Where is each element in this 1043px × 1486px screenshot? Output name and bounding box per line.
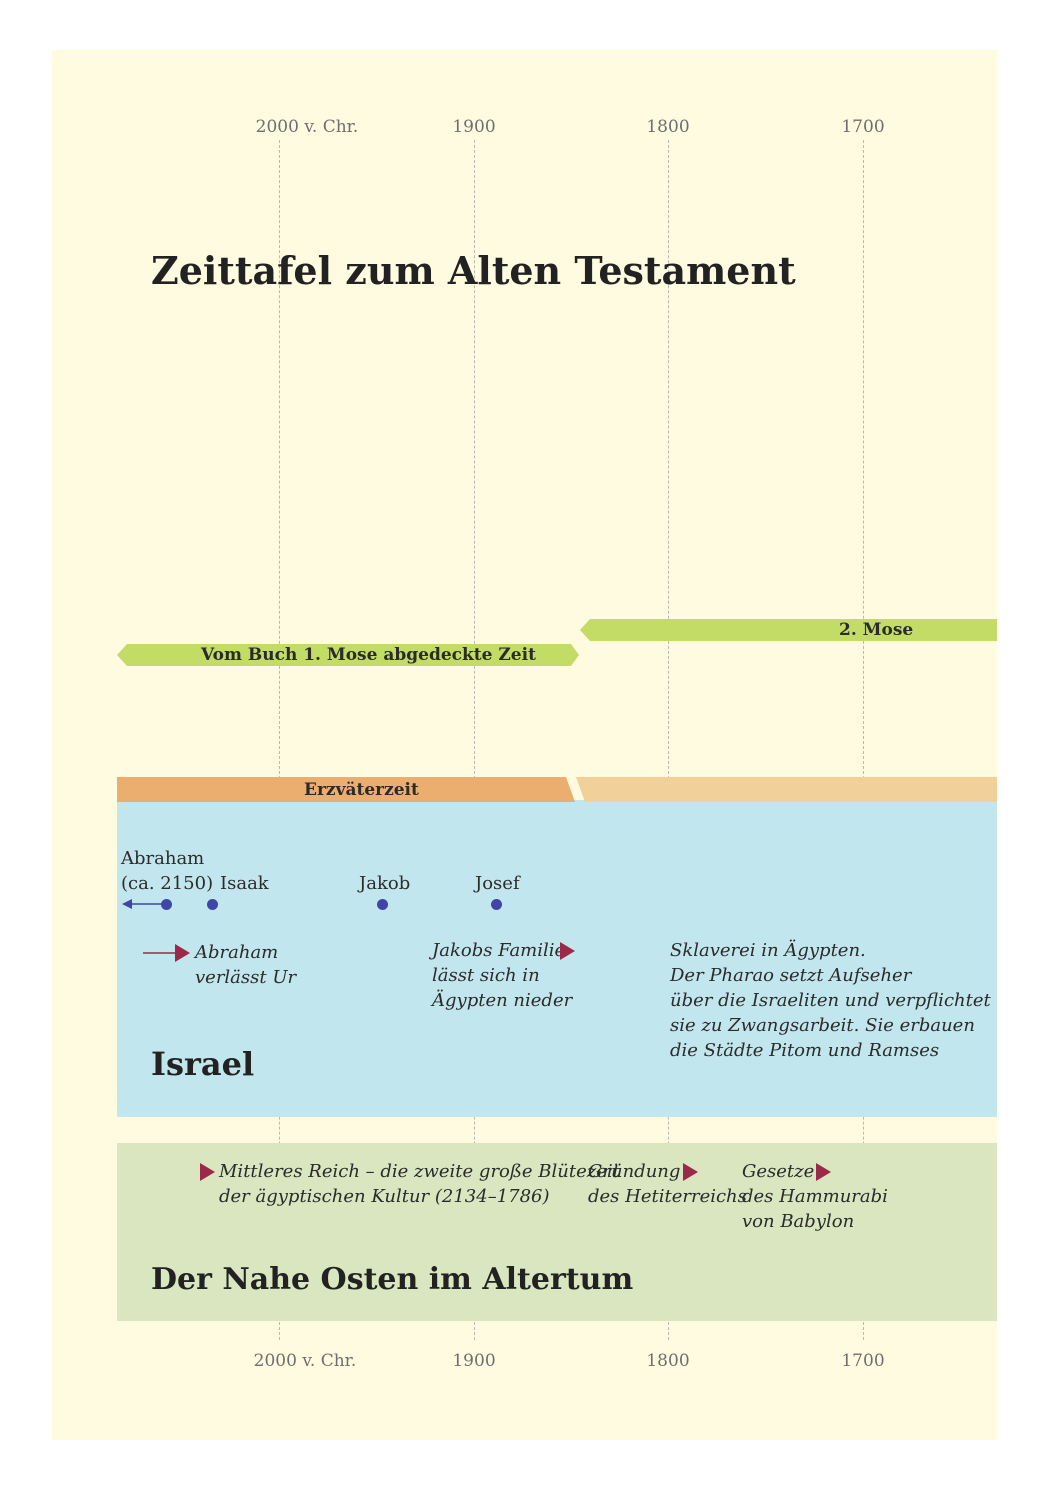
event-line: Abraham [195,942,279,963]
event-jacob-family: Jakobs Familie lässt sich in Ägypten nie… [432,938,572,1013]
genesis-bar [117,644,579,666]
event-middle-kingdom: Mittleres Reich – die zweite große Blüte… [219,1159,620,1209]
event-line: verlässt Ur [195,967,297,988]
patriarchs-bar [117,777,575,802]
page-title: Zeittafel zum Alten Testament [151,248,796,293]
event-line: des Hetiterreichs [588,1186,747,1207]
gridline-1800 [668,140,669,1340]
top-tick-2000: 2000 v. Chr. [255,117,359,137]
abraham-dot [161,899,172,910]
event-abraham-leaves: Abraham verlässt Ur [195,940,296,990]
event-line: über die Israeliten und verpflichtet [670,990,991,1011]
top-tick-1800: 1800 [646,117,690,137]
bottom-tick-2000: 2000 v. Chr. [253,1351,357,1371]
patriarchs-label: Erzväterzeit [304,780,419,800]
israel-band [117,800,997,1117]
event-line: lässt sich in [432,965,540,986]
person-josef: Josef [475,873,520,894]
person-abraham: Abraham (ca. 2150) [121,846,213,896]
exodus-bar [580,619,997,641]
event-slavery: Sklaverei in Ägypten. Der Pharao setzt A… [670,938,991,1063]
event-line: Gesetze [742,1161,815,1182]
person-jakob: Jakob [359,873,411,894]
event-line: Mittleres Reich – die zweite große Blüte… [219,1161,620,1182]
later-era-bar [576,777,997,802]
event-line: Sklaverei in Ägypten. [670,940,866,961]
event-hittites: Gründung des Hetiterreichs [588,1159,747,1209]
gridline-1700 [863,140,864,1340]
josef-dot [491,899,502,910]
top-tick-1700: 1700 [841,117,885,137]
event-line: Gründung [588,1161,681,1182]
bottom-tick-1700: 1700 [841,1351,885,1371]
event-line: sie zu Zwangsarbeit. Sie erbauen [670,1015,975,1036]
genesis-label: Vom Buch 1. Mose abgedeckte Zeit [201,645,536,665]
exodus-label: 2. Mose [839,620,914,640]
event-line: die Städte Pitom und Ramses [670,1040,940,1061]
abraham-date: (ca. 2150) [121,873,214,894]
bottom-tick-1800: 1800 [646,1351,690,1371]
jakob-dot [377,899,388,910]
event-hammurabi: Gesetze des Hammurabi von Babylon [742,1159,888,1234]
event-line: des Hammurabi [742,1186,888,1207]
event-line: von Babylon [742,1211,855,1232]
person-isaak: Isaak [220,873,269,894]
jacob-family-marker [560,942,575,960]
event-line: Der Pharao setzt Aufseher [670,965,912,986]
top-tick-1900: 1900 [452,117,496,137]
near-east-band [117,1143,997,1321]
gridline-1900 [474,140,475,1340]
gridline-2000 [279,140,280,1340]
event-line: Ägypten nieder [432,990,573,1011]
bottom-tick-1900: 1900 [452,1351,496,1371]
hittites-marker [683,1163,698,1181]
event-line: der ägyptischen Kultur (2134–1786) [219,1186,550,1207]
middle-kingdom-marker [200,1163,215,1181]
near-east-heading: Der Nahe Osten im Altertum [151,1262,634,1297]
abraham-leaves-marker [175,944,190,962]
israel-heading: Israel [151,1045,255,1083]
isaak-dot [207,899,218,910]
event-line: Jakobs Familie [432,940,566,961]
abraham-origin-arrowhead [122,899,132,909]
hammurabi-marker [816,1163,831,1181]
abraham-name: Abraham [121,848,205,869]
